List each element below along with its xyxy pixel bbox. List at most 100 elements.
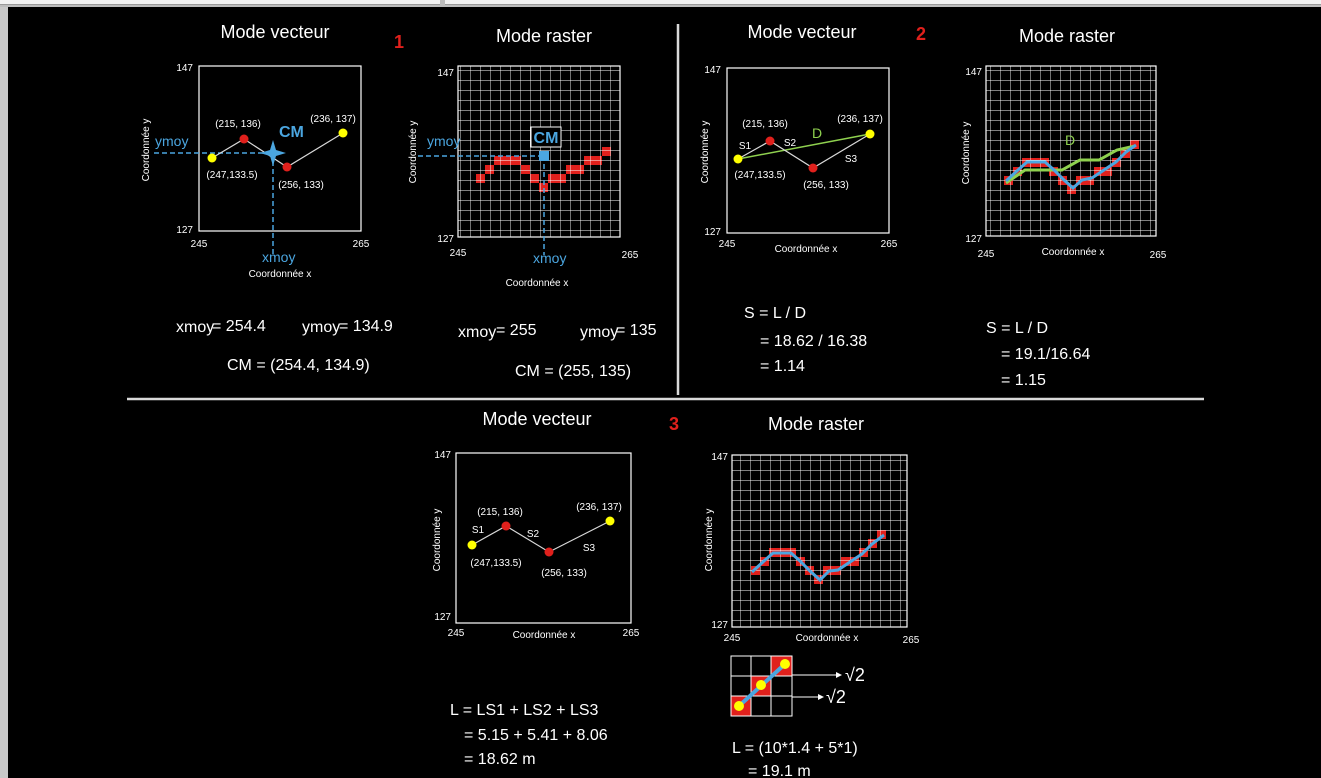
- x-max-label: 265: [881, 239, 898, 250]
- x-axis-label: Coordonnée x: [796, 633, 859, 644]
- raster-xmoy-value: = 255: [496, 322, 537, 339]
- section2-raster-panel: Mode raster D 147 127 245 265 Coordonnée…: [961, 26, 1167, 261]
- formula-line: = 5.15 + 5.41 + 8.06: [464, 727, 608, 744]
- d-label: D: [1065, 132, 1075, 148]
- vertex-point: [239, 134, 249, 144]
- point-label: (236, 137): [837, 114, 883, 125]
- raster-line-d: [1005, 144, 1136, 185]
- plot-frame: [198, 65, 362, 232]
- plot-frame: [726, 67, 890, 234]
- y-max-label: 147: [711, 452, 728, 463]
- window-top-bar: [0, 0, 1321, 7]
- formula-line: L = LS1 + LS2 + LS3: [450, 702, 599, 719]
- yellow-dot: [756, 680, 766, 690]
- panel-title: Mode raster: [1019, 26, 1115, 46]
- y-axis-label: Coordonnée y: [961, 122, 972, 185]
- formula-line: L = (10*1.4 + 5*1): [732, 740, 858, 757]
- section1-vector-panel: Mode vecteur 147 127 245 265 Coordonnée …: [141, 22, 370, 280]
- ymoy-symbol: ymoy: [580, 324, 618, 341]
- start-point: [467, 540, 477, 550]
- xmoy-axis-marker: xmoy: [262, 249, 295, 265]
- diagonal-length-illustration: √2 √2: [730, 655, 865, 717]
- y-axis-label: Coordonnée y: [432, 509, 443, 572]
- section1-formulas: xmoy = 254.4 ymoy = 134.9 CM = (254.4, 1…: [176, 318, 657, 380]
- end-point: [605, 516, 615, 526]
- y-max-label: 147: [434, 450, 451, 461]
- x-max-label: 265: [353, 239, 370, 250]
- yellow-dot: [734, 701, 744, 711]
- cm-label: CM: [534, 130, 559, 147]
- xmoy-axis-marker: xmoy: [533, 250, 566, 266]
- section2-formulas: S = L / D = 18.62 / 16.38 = 1.14 S = L /…: [744, 305, 1091, 389]
- top-bar-left-pane: [0, 0, 440, 5]
- d-label: D: [812, 125, 822, 141]
- grid-cell: [750, 695, 772, 717]
- raster-path: [1004, 143, 1137, 191]
- x-axis-label: Coordonnée x: [1042, 247, 1105, 258]
- point-label: (215, 136): [215, 119, 261, 130]
- vector-xmoy-value: = 254.4: [212, 318, 266, 335]
- y-min-label: 127: [434, 612, 451, 623]
- polyline: [471, 520, 611, 553]
- raster-grid: [731, 454, 908, 628]
- arrow-head-icon: [818, 694, 824, 700]
- polyline: [737, 133, 871, 169]
- x-min-label: 245: [450, 248, 467, 259]
- section-number-1: 1: [394, 32, 404, 52]
- section2-vector-panel: Mode vecteur D S1 S2 S3 (215, 136) (247,…: [700, 22, 898, 255]
- formula-line: = 19.1 m: [748, 763, 811, 778]
- cm-label: CM: [279, 124, 304, 141]
- section3-vector-panel: Mode vecteur S1 S2 S3 (215, 136) (247,13…: [432, 409, 640, 641]
- point-label: (236, 137): [576, 502, 622, 513]
- vertex-point: [282, 162, 292, 172]
- vertex-point: [501, 521, 511, 531]
- yellow-dot: [780, 659, 790, 669]
- sqrt2-label: √2: [845, 665, 865, 685]
- panel-title: Mode raster: [496, 26, 592, 46]
- x-min-label: 245: [724, 633, 741, 644]
- raster-ymoy-value: = 135: [616, 322, 657, 339]
- section3-formulas: L = LS1 + LS2 + LS3 = 5.15 + 5.41 + 8.06…: [450, 702, 858, 778]
- formula-line: S = L / D: [744, 305, 806, 322]
- ymoy-axis-marker: ymoy: [155, 133, 188, 149]
- point-label: (247,133.5): [734, 170, 785, 181]
- line-d: [737, 133, 871, 160]
- formula-line: = 18.62 / 16.38: [760, 333, 867, 350]
- cm-label-box: [530, 126, 562, 148]
- y-max-label: 147: [965, 67, 982, 78]
- start-point: [733, 154, 743, 164]
- y-max-label: 147: [437, 68, 454, 79]
- polyline: [211, 132, 344, 168]
- ymoy-symbol: ymoy: [302, 319, 340, 336]
- raster-grid: [985, 65, 1157, 237]
- segment-label: S1: [472, 525, 485, 536]
- plot-frame: [455, 452, 632, 624]
- raster-cm-result: CM = (255, 135): [515, 363, 631, 380]
- vector-cm-result: CM = (254.4, 134.9): [227, 357, 370, 374]
- segment-label: S2: [784, 138, 797, 149]
- grid-cell: [770, 695, 793, 717]
- section1-raster-panel: Mode raster CM 147 127 245 265 Coord: [408, 26, 639, 289]
- segment-label: S3: [583, 543, 596, 554]
- point-label: (256, 133): [541, 568, 587, 579]
- y-axis-label: Coordonnée y: [704, 509, 715, 572]
- arrow-head-icon: [836, 672, 842, 678]
- xmoy-symbol: xmoy: [458, 324, 496, 341]
- panel-title: Mode raster: [768, 414, 864, 434]
- raster-path: [750, 533, 885, 583]
- y-min-label: 127: [965, 234, 982, 245]
- formula-line: S = L / D: [986, 320, 1048, 337]
- end-point: [865, 129, 875, 139]
- grid-cell: [770, 675, 793, 697]
- point-label: (247,133.5): [206, 170, 257, 181]
- vertex-point: [765, 136, 775, 146]
- grid-cell: [750, 655, 772, 677]
- point-label: (256, 133): [278, 180, 324, 191]
- section-number-3: 3: [669, 414, 679, 434]
- segment-label: S3: [845, 154, 858, 165]
- x-min-label: 245: [448, 628, 465, 639]
- end-point: [338, 128, 348, 138]
- formula-line: = 19.1/16.64: [1001, 346, 1091, 363]
- point-label: (215, 136): [742, 119, 788, 130]
- vertex-point: [544, 547, 554, 557]
